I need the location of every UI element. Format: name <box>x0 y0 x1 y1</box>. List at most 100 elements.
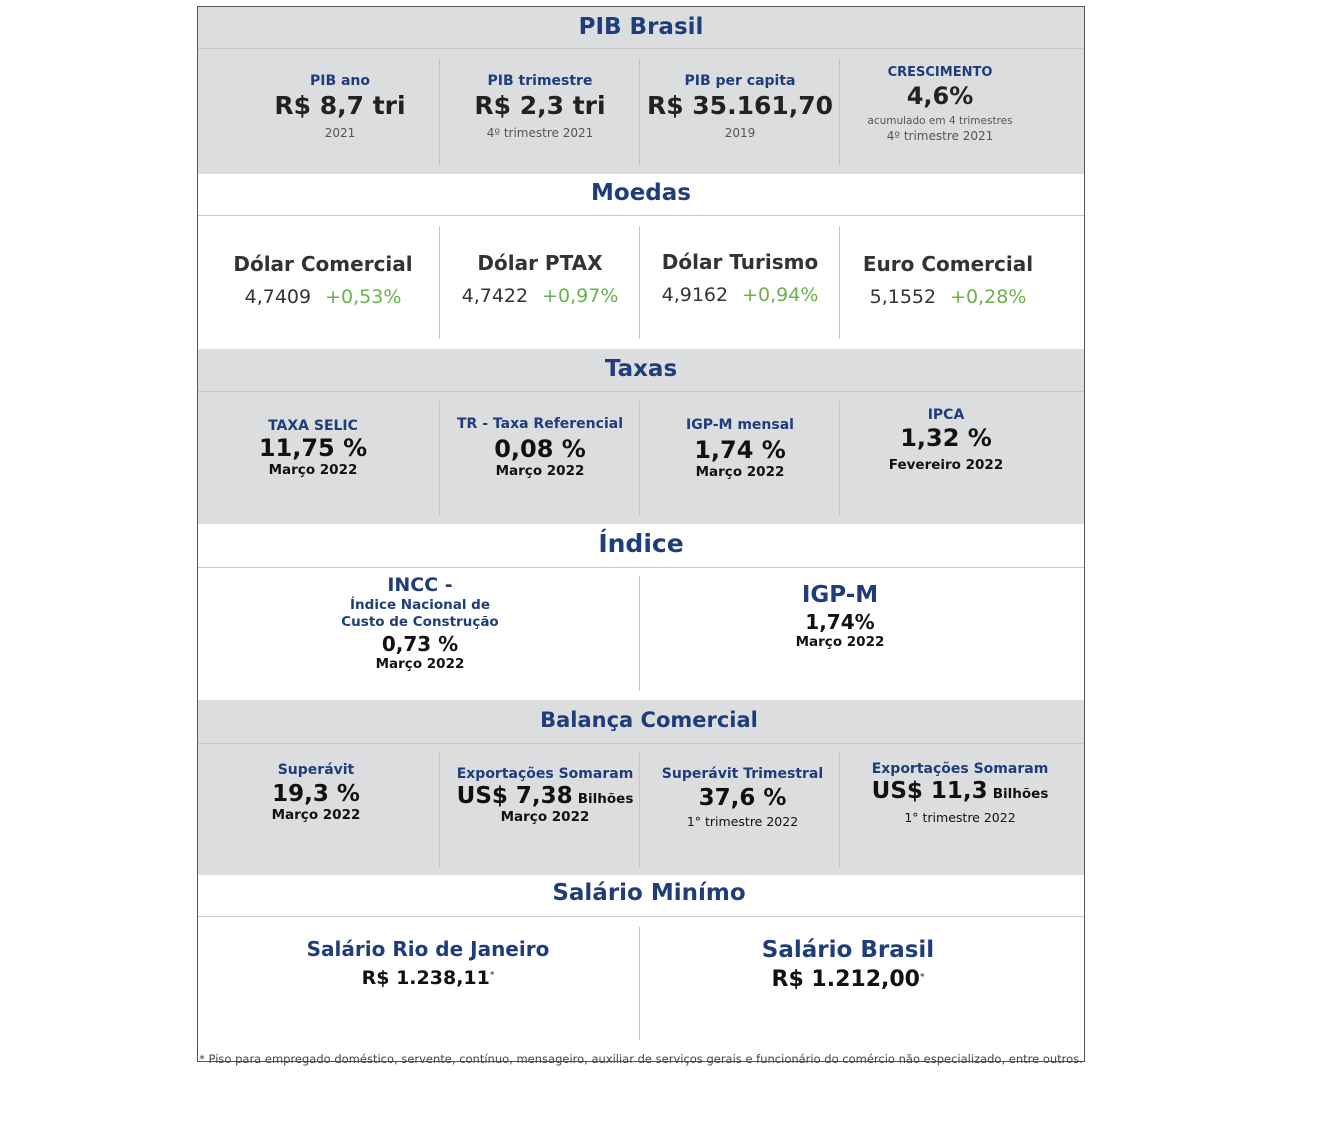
taxa-tr-card: TR - Taxa Referencial 0,08 % Março 2022 <box>440 416 640 479</box>
pib-trimestre-label: PIB trimestre <box>487 73 593 89</box>
column-divider <box>639 226 640 339</box>
igpm-period: Março 2022 <box>795 634 885 650</box>
salario-br-value: R$ 1.212,00 <box>771 967 920 992</box>
indice-title: Índice <box>598 529 684 558</box>
crescimento-value: 4,6% <box>906 82 974 110</box>
divider-line <box>198 48 1084 49</box>
column-divider <box>639 752 640 867</box>
taxa-value: 0,08 % <box>494 435 586 463</box>
taxa-selic-card: TAXA SELIC 11,75 % Março 2022 <box>213 418 413 478</box>
salario-footnote: * Piso para empregado doméstico, servent… <box>199 1052 1083 1066</box>
taxa-label: TAXA SELIC <box>268 418 358 434</box>
balanca-label: Exportações Somaram <box>871 761 1049 777</box>
column-divider <box>439 401 440 516</box>
column-divider <box>639 59 640 165</box>
crescimento-period: 4º trimestre 2021 <box>886 129 994 143</box>
divider-line <box>198 743 1084 744</box>
currency-change: +0,53% <box>325 286 402 308</box>
currency-value: 4,7409 <box>244 286 312 308</box>
incc-subtitle-1: Índice Nacional de <box>350 597 490 613</box>
economic-indicators-panel: PIB Brasil PIB ano R$ 8,7 tri 2021 PIB t… <box>197 6 1085 1066</box>
divider-line <box>198 567 1084 568</box>
balanca-section: Balança Comercial Superávit 19,3 % Março… <box>198 700 1084 875</box>
taxa-label: TR - Taxa Referencial <box>456 416 623 432</box>
superavit-card: Superávit 19,3 % Março 2022 <box>216 762 416 823</box>
column-divider <box>839 752 840 867</box>
balanca-period: 1° trimestre 2022 <box>904 810 1016 825</box>
taxa-period: Março 2022 <box>495 463 585 479</box>
taxas-title: Taxas <box>604 356 678 382</box>
salario-section: Salário Minímo Salário Rio de Janeiro R$… <box>198 875 1084 1066</box>
pib-ano-year: 2021 <box>324 126 356 140</box>
currency-name: Dólar Comercial <box>233 252 413 276</box>
column-divider <box>639 576 640 691</box>
moedas-title: Moedas <box>591 180 691 206</box>
pib-trimestre-card: PIB trimestre R$ 2,3 tri 4º trimestre 20… <box>440 73 640 140</box>
column-divider <box>839 59 840 165</box>
pib-ano-label: PIB ano <box>309 73 371 89</box>
balanca-label: Superávit <box>277 762 355 778</box>
taxa-value: 1,32 % <box>900 424 992 452</box>
currency-change: +0,28% <box>950 286 1027 308</box>
divider-line <box>198 391 1084 392</box>
column-divider <box>839 401 840 516</box>
footnote-marker: * <box>919 972 925 983</box>
balanca-unit: Bilhões <box>577 791 634 807</box>
exportacoes-trimestre-card: Exportações Somaram US$ 11,3 Bilhões 1° … <box>850 761 1070 825</box>
currency-value: 5,1552 <box>869 286 937 308</box>
pib-per-capita-card: PIB per capita R$ 35.161,70 2019 <box>640 73 840 140</box>
salario-rj-label: Salário Rio de Janeiro <box>306 937 550 961</box>
balanca-label: Superávit Trimestral <box>661 766 824 782</box>
column-divider <box>639 401 640 516</box>
balanca-unit: Bilhões <box>992 786 1049 802</box>
crescimento-label: CRESCIMENTO <box>887 65 993 80</box>
pib-per-capita-year: 2019 <box>724 126 756 140</box>
pib-ano-card: PIB ano R$ 8,7 tri 2021 <box>240 73 440 140</box>
pib-section: PIB Brasil PIB ano R$ 8,7 tri 2021 PIB t… <box>198 7 1084 174</box>
column-divider <box>439 59 440 165</box>
pib-per-capita-label: PIB per capita <box>684 73 796 89</box>
taxa-value: 1,74 % <box>694 436 786 464</box>
moedas-section: Moedas Dólar Comercial 4,7409 +0,53% Dóla… <box>198 174 1084 349</box>
column-divider <box>439 752 440 867</box>
taxa-value: 11,75 % <box>258 434 368 462</box>
exportacoes-mes-card: Exportações Somaram US$ 7,38 Bilhões Mar… <box>440 766 650 825</box>
crescimento-card: CRESCIMENTO 4,6% acumulado em 4 trimestr… <box>840 65 1040 143</box>
crescimento-note: acumulado em 4 trimestres <box>867 115 1013 127</box>
taxa-period: Março 2022 <box>695 464 785 480</box>
currency-change: +0,94% <box>742 284 819 306</box>
taxa-igpm-mensal-card: IGP-M mensal 1,74 % Março 2022 <box>640 417 840 480</box>
currency-value: 4,7422 <box>461 285 529 307</box>
balanca-value: US$ 7,38 <box>456 783 573 809</box>
column-divider <box>839 226 840 339</box>
currency-name: Dólar Turismo <box>661 250 819 274</box>
divider-line <box>198 215 1084 216</box>
balanca-label: Exportações Somaram <box>456 766 634 782</box>
column-divider <box>439 226 440 339</box>
taxas-section: Taxas TAXA SELIC 11,75 % Março 2022 TR -… <box>198 349 1084 524</box>
salario-br-label: Salário Brasil <box>761 937 935 963</box>
balanca-title: Balança Comercial <box>540 708 758 732</box>
igpm-card: IGP-M 1,74% Março 2022 <box>740 582 940 650</box>
salario-title: Salário Minímo <box>552 880 746 906</box>
igpm-value: 1,74% <box>805 610 875 634</box>
currency-name: Euro Comercial <box>862 252 1034 276</box>
balanca-period: Março 2022 <box>271 807 361 823</box>
taxa-period: Março 2022 <box>268 462 358 478</box>
balanca-period: 1° trimestre 2022 <box>686 814 799 829</box>
pib-title: PIB Brasil <box>578 14 704 40</box>
balanca-period: Março 2022 <box>500 809 590 825</box>
incc-value: 0,73 % <box>381 632 459 656</box>
pib-trimestre-value: R$ 2,3 tri <box>474 91 606 120</box>
currency-dolar-turismo: Dólar Turismo 4,9162 +0,94% <box>640 250 840 306</box>
taxa-ipca-card: IPCA 1,32 % Fevereiro 2022 <box>846 407 1046 473</box>
indice-section: Índice INCC - Índice Nacional de Custo d… <box>198 524 1084 700</box>
incc-card: INCC - Índice Nacional de Custo de Const… <box>318 574 522 672</box>
salario-rj-card: Salário Rio de Janeiro R$ 1.238,11* <box>278 937 578 989</box>
column-divider <box>639 927 640 1040</box>
currency-name: Dólar PTAX <box>477 251 603 275</box>
pib-per-capita-value: R$ 35.161,70 <box>646 91 834 120</box>
taxa-period: Fevereiro 2022 <box>888 457 1004 473</box>
salario-rj-value: R$ 1.238,11 <box>361 967 490 989</box>
currency-dolar-comercial: Dólar Comercial 4,7409 +0,53% <box>210 252 436 308</box>
